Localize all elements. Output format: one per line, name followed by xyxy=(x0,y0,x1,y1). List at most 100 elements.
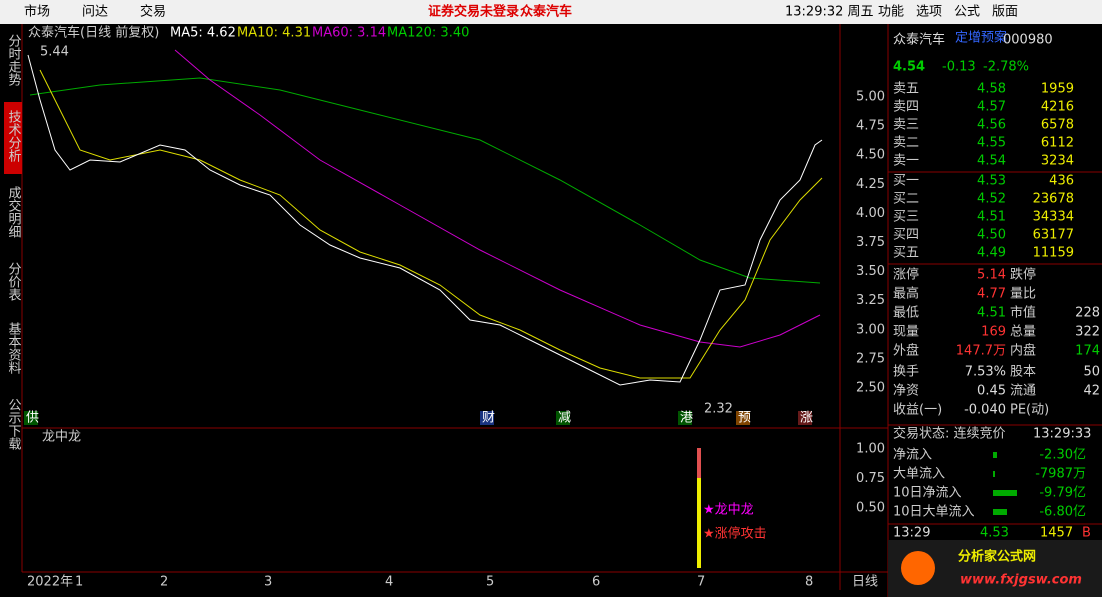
stat-label: 涨停 xyxy=(893,267,919,283)
book-label: 买二 xyxy=(893,192,919,207)
tick-row: 4.53 xyxy=(980,526,1009,541)
price: 4.54 xyxy=(893,60,925,75)
side-tab[interactable]: 基本资料 xyxy=(6,322,22,374)
event-marker xyxy=(480,411,494,425)
indicator-bar xyxy=(697,448,701,478)
stat-value: -0.040 xyxy=(964,403,1006,418)
book-label: 卖三 xyxy=(893,118,919,133)
flow-label: 10日大单流入 xyxy=(893,505,975,520)
x-tick-label: 7 xyxy=(697,575,705,590)
side-tab[interactable]: 成交明细 xyxy=(6,186,22,238)
stat-label: 外盘 xyxy=(893,343,919,359)
menu-item[interactable]: 选项 xyxy=(916,5,942,20)
stat-label: 净资 xyxy=(893,384,919,399)
ma120-line xyxy=(29,77,821,284)
y-tick-label: 4.75 xyxy=(856,119,885,134)
stat-label: 流通 xyxy=(1010,384,1036,399)
watermark: 分析家公式网 xyxy=(958,549,1036,565)
stat-value: 169 xyxy=(981,325,1006,340)
stat-value: 147.7万 xyxy=(956,344,1006,359)
book-price: 4.51 xyxy=(977,210,1006,225)
y-tick-label: 3.75 xyxy=(856,235,885,250)
stat-value: 174 xyxy=(1075,344,1100,359)
stat-value: 7.53% xyxy=(965,365,1006,380)
menu-item[interactable]: 公式 xyxy=(954,5,980,20)
x-tick-label: 4 xyxy=(385,575,393,590)
stat-label: 最高 xyxy=(893,286,919,302)
stat-value: 228 xyxy=(1075,306,1100,321)
flow-value: -6.80亿 xyxy=(1039,505,1086,520)
stat-label: 量比 xyxy=(1010,287,1036,302)
side-tab[interactable]: 分价表 xyxy=(6,262,22,301)
stat-value: 0.45 xyxy=(977,384,1006,399)
y-tick-label: 5.00 xyxy=(856,90,885,105)
stat-label: 总量 xyxy=(1010,325,1036,340)
chart-title: 众泰汽车(日线 前复权) xyxy=(28,25,159,41)
ma-legend: MA120: 3.40 xyxy=(387,26,469,41)
book-volume: 4216 xyxy=(1041,100,1074,115)
book-volume: 6112 xyxy=(1041,136,1074,151)
ma-legend: MA60: 3.14 xyxy=(312,26,386,41)
menu-item[interactable]: 问达 xyxy=(82,5,108,20)
x-tick-label: 1 xyxy=(75,575,83,590)
stat-value: 4.51 xyxy=(977,306,1006,321)
status-time: 13:29:33 xyxy=(1033,427,1091,442)
stat-label: 收益(一) xyxy=(893,403,942,418)
stat-label: 市值 xyxy=(1010,305,1036,321)
y-tick-label: 4.25 xyxy=(856,177,885,192)
stat-value: 42 xyxy=(1083,384,1100,399)
book-price: 4.49 xyxy=(977,246,1006,261)
y-tick-label: 1.00 xyxy=(856,442,885,457)
clock: 13:29:32 周五 xyxy=(785,5,874,20)
watermark: www.fxjgsw.com xyxy=(960,573,1082,588)
book-price: 4.55 xyxy=(977,136,1006,151)
event-marker xyxy=(556,411,570,425)
flow-bar xyxy=(993,490,1017,496)
stat-label: 换手 xyxy=(893,365,919,380)
book-volume: 6578 xyxy=(1041,118,1074,133)
book-volume: 34334 xyxy=(1033,210,1074,225)
ma60-line xyxy=(174,49,821,348)
book-price: 4.57 xyxy=(977,100,1006,115)
high-label: 5.44 xyxy=(40,45,69,60)
low-label: 2.32 xyxy=(704,402,733,417)
y-tick-label: 4.00 xyxy=(856,206,885,221)
indicator-label: ★龙中龙 xyxy=(703,503,754,518)
indicator-title: 龙中龙 xyxy=(42,430,81,445)
stat-label: 股本 xyxy=(1010,365,1036,380)
ma10-line xyxy=(39,69,823,379)
book-volume: 11159 xyxy=(1033,246,1074,261)
period: 日线 xyxy=(852,575,878,590)
x-tick-label: 6 xyxy=(592,575,600,590)
stat-label: 现量 xyxy=(893,325,919,340)
event-label: 财 xyxy=(482,411,495,426)
y-tick-label: 0.75 xyxy=(856,471,885,486)
book-price: 4.58 xyxy=(977,82,1006,97)
book-label: 买一 xyxy=(893,174,919,189)
menu-item[interactable]: 市场 xyxy=(24,4,50,20)
stat-label: 内盘 xyxy=(1010,343,1036,359)
book-price: 4.54 xyxy=(977,154,1006,169)
menu-item[interactable]: 版面 xyxy=(992,5,1018,20)
event-label: 减 xyxy=(558,411,571,426)
book-volume: 436 xyxy=(1049,174,1074,189)
side-tab[interactable]: 技术分析 xyxy=(6,110,22,162)
x-tick-label: 2 xyxy=(160,575,168,590)
book-label: 卖五 xyxy=(893,82,919,97)
y-tick-label: 3.00 xyxy=(856,322,885,337)
y-tick-label: 2.75 xyxy=(856,351,885,366)
y-tick-label: 4.50 xyxy=(856,148,885,163)
menu-item[interactable]: 功能 xyxy=(878,5,904,20)
side-tab[interactable]: 分时走势 xyxy=(6,34,22,87)
watermark-logo xyxy=(901,551,935,585)
side-tab[interactable]: 公示下载 xyxy=(6,398,22,451)
tick-row: 1457 xyxy=(1040,526,1073,541)
notice: 证券交易未登录 xyxy=(428,4,519,20)
event-label: 港 xyxy=(680,411,693,426)
book-volume: 1959 xyxy=(1041,82,1074,97)
menu-item[interactable]: 交易 xyxy=(140,4,166,20)
stat-label: 跌停 xyxy=(1010,267,1036,283)
event-label: 供 xyxy=(26,411,39,426)
flow-label: 10日净流入 xyxy=(893,486,962,501)
